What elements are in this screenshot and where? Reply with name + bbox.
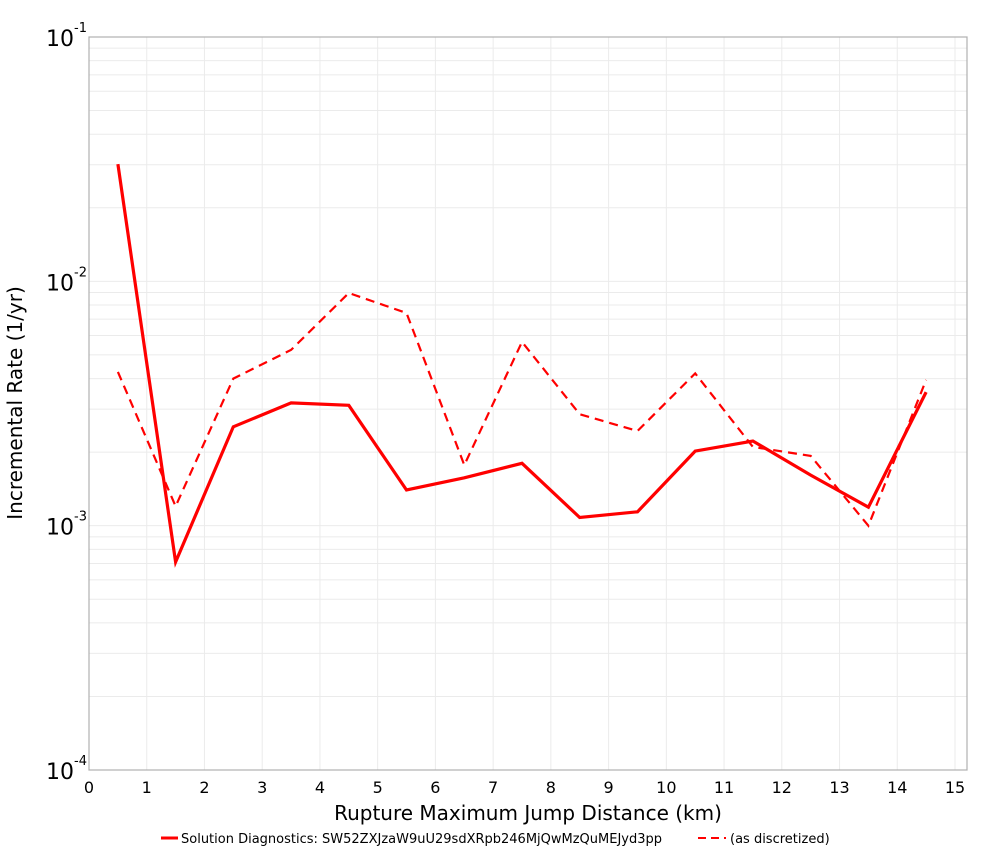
x-tick-label: 4 xyxy=(315,778,325,797)
x-tick-label: 5 xyxy=(373,778,383,797)
x-tick-label: 2 xyxy=(199,778,209,797)
y-tick-label: 10 xyxy=(46,760,74,785)
x-axis-title: Rupture Maximum Jump Distance (km) xyxy=(334,801,722,825)
x-tick-label: 6 xyxy=(430,778,440,797)
x-tick-label: 3 xyxy=(257,778,267,797)
legend-label-solution: Solution Diagnostics: SW52ZXJzaW9uU29sdX… xyxy=(181,832,662,847)
y-tick-label: 10 xyxy=(46,271,74,296)
legend-label-discretized: (as discretized) xyxy=(730,832,830,847)
x-tick-label: 8 xyxy=(546,778,556,797)
y-tick-exponent: -1 xyxy=(74,21,87,36)
x-tick-label: 9 xyxy=(604,778,614,797)
x-tick-label: 12 xyxy=(772,778,792,797)
y-tick-label: 10 xyxy=(46,516,74,541)
series-discretized-line xyxy=(116,291,928,528)
y-tick-exponent: -2 xyxy=(74,265,87,280)
plot-area-frame xyxy=(88,36,968,771)
series-solution-line xyxy=(116,163,928,568)
x-tick-label: 0 xyxy=(84,778,94,797)
legend: Solution Diagnostics: SW52ZXJzaW9uU29sdX… xyxy=(161,832,830,847)
y-tick-exponent: -4 xyxy=(74,754,87,769)
y-axis-ticks: 10-110-210-310-4 xyxy=(46,21,87,785)
x-tick-label: 14 xyxy=(887,778,907,797)
x-tick-label: 10 xyxy=(656,778,676,797)
x-tick-label: 13 xyxy=(829,778,849,797)
y-tick-label: 10 xyxy=(46,27,74,52)
grid-lines xyxy=(88,37,967,771)
x-axis-ticks: 0 1 2 3 4 5 6 7 8 9 10 11 12 13 14 15 xyxy=(84,778,965,797)
x-tick-label: 11 xyxy=(714,778,734,797)
x-tick-label: 7 xyxy=(488,778,498,797)
x-tick-label: 1 xyxy=(142,778,152,797)
data-series xyxy=(116,163,928,568)
y-tick-exponent: -3 xyxy=(74,510,87,525)
x-tick-label: 15 xyxy=(945,778,965,797)
y-axis-title: Incremental Rate (1/yr) xyxy=(3,286,27,519)
